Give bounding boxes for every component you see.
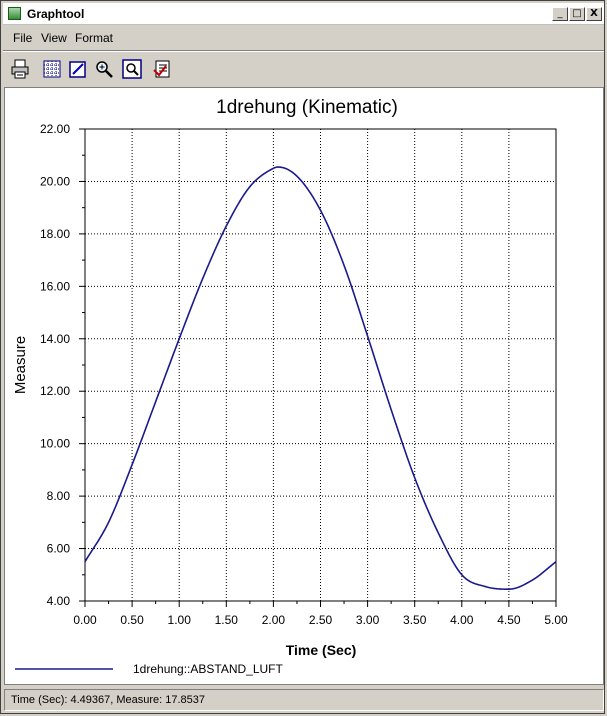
zoom-in-icon[interactable] [93,58,115,80]
y-tick-label: 20.00 [40,174,70,188]
axis-ticks [79,128,557,607]
y-tick-label: 14.00 [40,332,70,346]
menu-format[interactable]: Format [75,31,114,45]
y-axis-label: Measure [12,336,29,394]
menu-view[interactable]: View [41,31,67,45]
line-chart[interactable]: 1drehung (Kinematic) 0.00 0.50 1.00 1.50 2.0… [5,88,603,684]
menu-file[interactable]: File [13,31,33,45]
edit-icon[interactable] [67,58,89,80]
x-tick-label: 0.00 [73,613,97,627]
x-tick-label: 3.00 [356,613,380,627]
export-icon[interactable] [151,58,173,80]
x-tick-label: 3.50 [403,613,427,627]
x-tick-label: 1.00 [168,613,192,627]
x-tick-label: 4.00 [450,613,474,627]
x-tick-labels: 0.00 0.50 1.00 1.50 2.00 2.50 3.00 3.50 4.00 4.50… [73,613,568,627]
zoom-fit-icon[interactable] [121,58,143,80]
app-icon [8,7,21,20]
window-title: Graphtool [27,7,85,21]
grid-lines [85,129,556,601]
plot-frame [84,128,557,602]
grid-icon[interactable] [41,58,63,80]
minimize-button[interactable]: _ [552,7,568,21]
maximize-button[interactable]: □ [569,7,585,21]
x-tick-label: 1.50 [215,613,239,627]
y-tick-label: 10.00 [40,437,70,451]
menu-bar: File View Format [3,27,604,49]
legend-label: 1drehung::ABSTAND_LUFT [133,662,284,676]
status-bar: Time (Sec): 4.49367, Measure: 17.8537 [4,689,604,711]
y-tick-label: 8.00 [47,489,71,503]
plot-area[interactable]: 1drehung (Kinematic) 0.00 0.50 1.00 1.50 2.0… [4,87,604,685]
y-tick-label: 12.00 [40,384,70,398]
x-tick-label: 5.00 [544,613,568,627]
print-icon[interactable] [9,58,31,80]
y-tick-label: 6.00 [47,542,71,556]
toolbar [3,53,604,85]
menu-separator [3,50,604,52]
y-tick-label: 22.00 [40,122,70,136]
y-tick-labels: 4.00 6.00 8.00 10.00 12.00 14.00 16.00 18.00 20.… [40,122,70,608]
status-text: Time (Sec): 4.49367, Measure: 17.8537 [11,694,206,706]
title-bar[interactable]: Graphtool _ □ X [3,3,604,25]
x-tick-label: 2.50 [309,613,333,627]
x-tick-label: 4.50 [497,613,521,627]
chart-title: 1drehung (Kinematic) [216,97,398,118]
y-tick-label: 16.00 [40,279,70,293]
x-tick-label: 0.50 [120,613,144,627]
series-line-abstand-luft[interactable] [84,166,557,591]
x-axis-label: Time (Sec) [286,642,357,658]
close-button[interactable]: X [586,7,602,21]
y-tick-label: 4.00 [47,594,71,608]
x-tick-label: 2.00 [262,613,286,627]
y-tick-label: 18.00 [40,227,70,241]
